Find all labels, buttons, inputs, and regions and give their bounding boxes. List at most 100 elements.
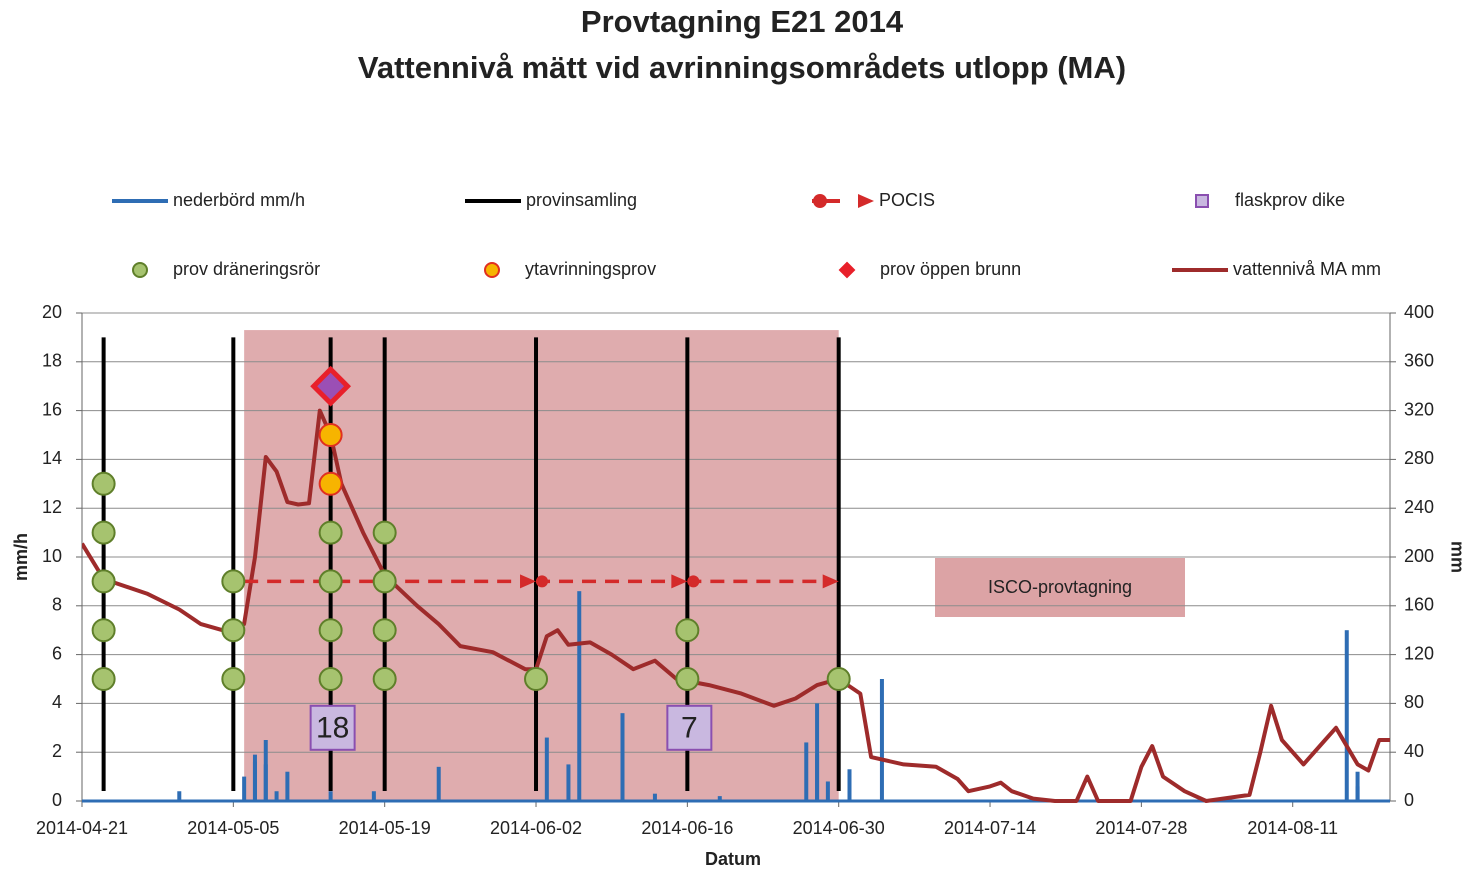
annotation: ISCO-provtagning — [988, 577, 1132, 597]
x-tick-label: 2014-06-16 — [641, 818, 733, 838]
y2-tick-label: 200 — [1404, 546, 1434, 566]
precip-bar — [879, 679, 884, 801]
precip-bar — [263, 740, 268, 801]
flask-sample-label: 18 — [316, 712, 349, 745]
precip-bar — [242, 776, 247, 801]
sample-point — [221, 618, 246, 643]
precip-bar — [825, 781, 830, 801]
flask-sample-label: 7 — [681, 712, 698, 745]
precip-bar — [577, 591, 582, 801]
sample-point — [675, 618, 700, 643]
precip-bar — [274, 791, 279, 801]
y2-axis-label: mm — [1447, 541, 1467, 573]
x-tick-label: 2014-08-11 — [1247, 818, 1338, 838]
y-tick-label: 2 — [52, 741, 62, 761]
sample-point — [318, 618, 343, 643]
sample-point — [318, 520, 343, 545]
annotation-box — [935, 558, 1185, 617]
precip-bar — [652, 793, 657, 801]
precip-bar — [1344, 630, 1349, 801]
flask-sample — [666, 704, 713, 751]
sample-point — [372, 569, 397, 594]
legend-label: nederbörd mm/h — [173, 190, 305, 210]
precip-bar — [815, 754, 820, 801]
precip-bar — [717, 796, 722, 801]
legend-label: POCIS — [879, 190, 935, 210]
sample-point — [826, 667, 851, 691]
y-tick-label: 14 — [42, 448, 62, 468]
y2-tick-label: 160 — [1404, 595, 1434, 615]
y-tick-label: 10 — [42, 546, 62, 566]
sample-point — [91, 520, 116, 545]
precip-bar — [328, 791, 333, 801]
precip-bar — [177, 791, 182, 801]
legend-swatch — [813, 194, 827, 208]
sample-point — [91, 618, 116, 643]
precip-bar — [544, 737, 549, 801]
sample-point — [675, 667, 700, 691]
y-tick-label: 0 — [52, 790, 62, 810]
precip-bar — [1355, 786, 1360, 801]
y-tick-label: 12 — [42, 497, 62, 517]
legend-label: provinsamling — [526, 190, 637, 210]
y-tick-label: 8 — [52, 595, 62, 615]
x-tick-label: 2014-05-19 — [339, 818, 431, 838]
precip-bar — [252, 761, 257, 801]
pocis-arrowhead — [671, 574, 688, 589]
legend-swatch — [1195, 194, 1209, 208]
y2-tick-label: 120 — [1404, 643, 1434, 663]
sample-point — [318, 667, 343, 691]
chart-title: Provtagning E21 2014 — [581, 4, 904, 39]
y2-tick-label: 40 — [1404, 741, 1424, 761]
precip-bar — [804, 742, 809, 801]
x-tick-label: 2014-06-02 — [490, 818, 582, 838]
sample-point — [221, 667, 246, 691]
y-tick-label: 18 — [42, 351, 62, 371]
y2-tick-label: 400 — [1404, 302, 1434, 322]
y2-tick-label: 0 — [1404, 790, 1414, 810]
sample-point — [372, 667, 397, 691]
legend-swatch — [858, 194, 874, 208]
sample-point — [318, 423, 343, 447]
x-tick-label: 2014-04-21 — [36, 818, 128, 838]
sample-point — [91, 471, 116, 496]
y-tick-label: 20 — [42, 302, 62, 322]
x-axis-label: Datum — [705, 849, 761, 869]
precip-bar — [371, 791, 376, 801]
pocis-arrowhead — [520, 574, 537, 589]
pocis-arrowhead — [822, 574, 839, 589]
chart-subtitle: Vattennivå mätt vid avrinningsområdets u… — [358, 50, 1126, 85]
precip-bar — [815, 703, 820, 801]
precip-bar — [620, 713, 625, 801]
precip-bar — [566, 764, 571, 801]
well-sample-inner — [317, 372, 345, 400]
y2-tick-label: 240 — [1404, 497, 1434, 517]
precip-bar — [847, 769, 852, 801]
y-axis-label: mm/h — [11, 533, 31, 581]
x-tick-label: 2014-07-28 — [1095, 818, 1187, 838]
y-tick-label: 6 — [52, 643, 62, 663]
legend-label: ytavrinningsprov — [525, 259, 656, 279]
flask-sample — [309, 704, 356, 751]
x-tick-label: 2014-06-30 — [793, 818, 885, 838]
y2-tick-label: 360 — [1404, 351, 1434, 371]
sample-point — [91, 667, 116, 691]
sample-point — [91, 569, 116, 594]
sample-point — [372, 520, 397, 545]
x-tick-label: 2014-05-05 — [187, 818, 279, 838]
sample-point — [221, 569, 246, 594]
legend-swatch — [838, 261, 856, 279]
y-tick-label: 4 — [52, 692, 62, 712]
y-tick-label: 16 — [42, 399, 62, 419]
sample-point — [372, 618, 397, 643]
legend-label: vattennivå MA mm — [1233, 259, 1381, 279]
sample-point — [318, 471, 343, 496]
precip-bar — [285, 771, 290, 801]
sample-point — [524, 667, 549, 691]
y2-tick-label: 80 — [1404, 692, 1424, 712]
legend-label: prov dräneringsrör — [173, 259, 320, 279]
legend-label: prov öppen brunn — [880, 259, 1021, 279]
x-tick-label: 2014-07-14 — [944, 818, 1036, 838]
y2-tick-label: 320 — [1404, 399, 1434, 419]
